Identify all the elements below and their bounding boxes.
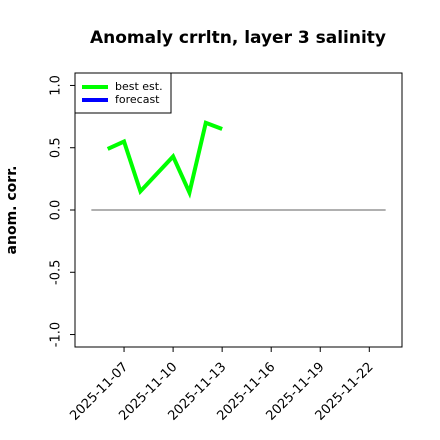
y-tick-label: 0.0 [49, 200, 64, 221]
series-line [106, 120, 223, 199]
chart-title: Anomaly crrltn, layer 3 salinity [90, 28, 386, 48]
y-tick-label: 1.0 [49, 75, 64, 96]
legend-label: best est. [115, 80, 163, 93]
legend-label: forecast [115, 93, 160, 106]
legend-box [74, 72, 172, 114]
legend: best est.forecast [74, 72, 172, 114]
plot-frame [74, 72, 403, 348]
y-tick-label: -0.5 [49, 260, 64, 285]
y-axis-label: anom. corr. [4, 166, 20, 255]
y-tick-label: 0.5 [49, 137, 64, 158]
y-tick-label: -1.0 [49, 322, 64, 347]
